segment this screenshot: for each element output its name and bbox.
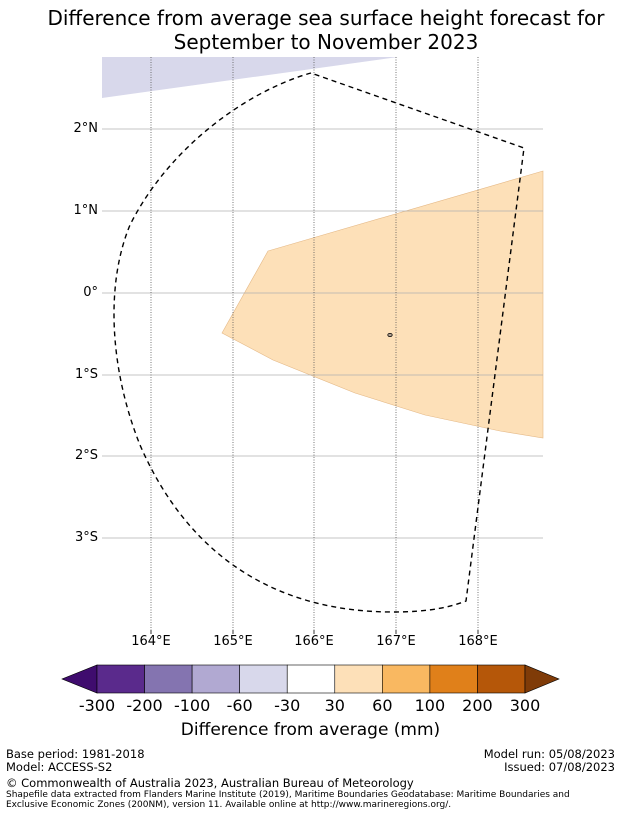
lat-label-1n: 1°N [73,203,99,218]
colorbar-tick: 60 [372,696,393,715]
lat-label-0: 0° [83,285,98,300]
lat-label-3s: 3°S [74,530,98,545]
model-name: Model: ACCESS-S2 [6,760,113,774]
base-period: Base period: 1981-2018 [6,747,145,761]
colorbar-tick: -300 [78,696,116,715]
model-run: Model run: 05/08/2023 [483,747,615,761]
colorbar-tick: 100 [414,696,446,715]
colorbar-cell [96,664,145,694]
colorbar-label: Difference from average (mm) [180,720,441,740]
colorbar-cell [191,664,240,694]
shapefile-credit-1: Shapefile data extracted from Flanders M… [6,790,570,800]
issued-date: Issued: 07/08/2023 [504,760,615,774]
chart-title: Difference from average sea surface heig… [0,6,621,54]
colorbar-tick: 30 [324,696,345,715]
colorbar-tick: -60 [226,696,253,715]
colorbar-cell [382,664,431,694]
colorbar-tick: -30 [274,696,301,715]
colorbar-cell [477,664,526,694]
lat-label-1s: 1°S [74,367,98,382]
lat-label-2n: 2°N [73,121,99,136]
colorbar-tick: -100 [173,696,211,715]
lon-label-166e: 166°E [294,634,334,649]
colorbar-cell [144,664,193,694]
negative-anomaly-area [102,57,398,98]
lon-label-168e: 168°E [458,634,498,649]
copyright: © Commonwealth of Australia 2023, Austra… [6,776,414,790]
colorbar-cell [334,664,383,694]
colorbar [61,664,560,694]
lon-label-164e: 164°E [131,634,171,649]
shapefile-credit-2: Exclusive Economic Zones (200NM), versio… [6,800,452,810]
title-line-2: September to November 2023 [173,30,479,54]
eez-boundary [113,72,525,613]
positive-anomaly-area [221,170,544,439]
lon-label-165e: 165°E [213,634,253,649]
colorbar-tick: -200 [126,696,163,715]
longitude-gridlines [150,57,479,630]
title-line-1: Difference from average sea surface heig… [47,6,605,30]
island-marker [387,332,393,337]
colorbar-cell [429,664,478,694]
lat-label-2s: 2°S [74,448,98,463]
colorbar-arrow-low [61,664,98,694]
colorbar-tick: 300 [509,696,541,715]
latitude-gridlines [102,128,543,539]
colorbar-arrow-high [524,664,560,694]
colorbar-cell [239,664,288,694]
colorbar-cell [286,664,336,694]
colorbar-tick: 200 [462,696,493,715]
axis-ticks [150,630,479,634]
lon-label-167e: 167°E [376,634,416,649]
